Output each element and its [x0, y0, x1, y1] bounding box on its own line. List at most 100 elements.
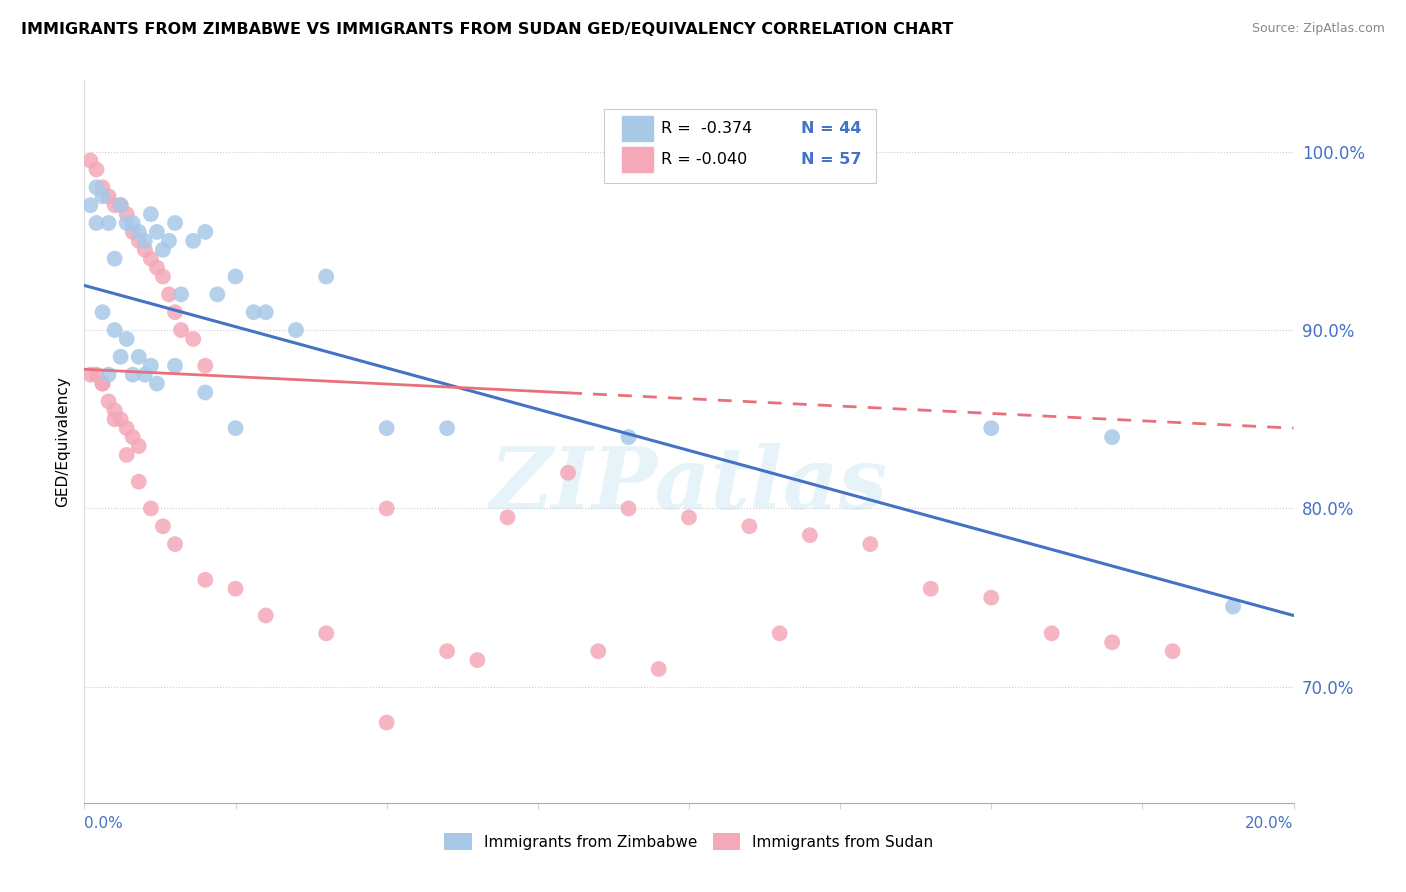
Point: [146, 260, 169, 275]
Point: [165, 305, 187, 319]
Point: [115, 448, 138, 462]
Point: [157, 287, 180, 301]
Point: [738, 519, 761, 533]
Point: [165, 216, 187, 230]
Point: [1161, 644, 1184, 658]
Point: [110, 350, 132, 364]
Point: [128, 225, 150, 239]
Point: [920, 582, 942, 596]
Point: [1101, 635, 1123, 649]
Y-axis label: GED/Equivalency: GED/Equivalency: [55, 376, 70, 507]
Point: [165, 359, 187, 373]
Point: [91, 189, 114, 203]
Point: [194, 385, 217, 400]
Point: [104, 323, 127, 337]
Point: [128, 350, 150, 364]
Point: [1040, 626, 1063, 640]
Point: [678, 510, 700, 524]
Point: [121, 225, 143, 239]
Point: [104, 252, 127, 266]
Point: [254, 608, 277, 623]
Point: [134, 368, 156, 382]
Point: [181, 332, 204, 346]
Point: [91, 180, 114, 194]
Point: [115, 207, 138, 221]
Point: [467, 653, 489, 667]
Point: [181, 234, 204, 248]
FancyBboxPatch shape: [623, 116, 652, 141]
Point: [588, 644, 610, 658]
Point: [496, 510, 519, 524]
Point: [980, 591, 1002, 605]
Point: [134, 234, 156, 248]
Point: [242, 305, 264, 319]
Point: [194, 359, 217, 373]
Point: [859, 537, 882, 551]
Point: [375, 715, 398, 730]
Point: [115, 332, 138, 346]
Point: [194, 573, 217, 587]
Point: [110, 198, 132, 212]
Text: Source: ZipAtlas.com: Source: ZipAtlas.com: [1251, 22, 1385, 36]
Point: [1222, 599, 1244, 614]
Point: [121, 430, 143, 444]
Point: [104, 198, 127, 212]
Point: [91, 376, 114, 391]
Text: 0.0%: 0.0%: [84, 816, 124, 830]
Point: [104, 412, 127, 426]
Point: [110, 412, 132, 426]
Point: [79, 368, 101, 382]
Point: [375, 501, 398, 516]
Point: [170, 323, 193, 337]
Point: [225, 269, 247, 284]
Point: [139, 501, 162, 516]
Point: [86, 368, 108, 382]
Point: [128, 475, 150, 489]
Point: [97, 216, 120, 230]
Point: [134, 243, 156, 257]
Point: [254, 305, 277, 319]
Point: [617, 501, 640, 516]
FancyBboxPatch shape: [623, 147, 652, 172]
Point: [225, 421, 247, 435]
Point: [152, 269, 174, 284]
Point: [799, 528, 821, 542]
Point: [115, 421, 138, 435]
Point: [436, 421, 458, 435]
Point: [146, 225, 169, 239]
Point: [157, 234, 180, 248]
Text: ZIPatlas: ZIPatlas: [489, 443, 889, 526]
Point: [139, 207, 162, 221]
Point: [79, 153, 101, 168]
Point: [139, 359, 162, 373]
Point: [128, 234, 150, 248]
Point: [86, 180, 108, 194]
Point: [170, 287, 193, 301]
Point: [152, 519, 174, 533]
Point: [207, 287, 229, 301]
Text: N = 44: N = 44: [801, 121, 862, 136]
Point: [128, 439, 150, 453]
Point: [436, 644, 458, 658]
Point: [91, 376, 114, 391]
Point: [104, 403, 127, 417]
Point: [86, 162, 108, 177]
Point: [285, 323, 308, 337]
Point: [97, 394, 120, 409]
Text: IMMIGRANTS FROM ZIMBABWE VS IMMIGRANTS FROM SUDAN GED/EQUIVALENCY CORRELATION CH: IMMIGRANTS FROM ZIMBABWE VS IMMIGRANTS F…: [21, 22, 953, 37]
FancyBboxPatch shape: [605, 109, 876, 183]
Point: [980, 421, 1002, 435]
Point: [97, 189, 120, 203]
Point: [225, 582, 247, 596]
Point: [79, 198, 101, 212]
Point: [86, 216, 108, 230]
Point: [152, 243, 174, 257]
Point: [121, 368, 143, 382]
Point: [165, 537, 187, 551]
Point: [146, 376, 169, 391]
Point: [648, 662, 671, 676]
Point: [375, 421, 398, 435]
Point: [315, 626, 337, 640]
Point: [769, 626, 792, 640]
Point: [91, 305, 114, 319]
